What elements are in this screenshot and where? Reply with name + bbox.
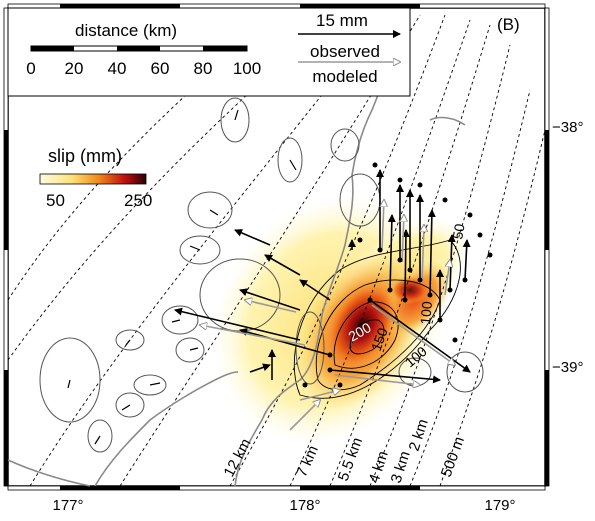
- lon-label-177: 177°: [52, 497, 83, 514]
- scale-tick-60: 60: [151, 59, 170, 78]
- vector-legend-observed: observed: [310, 42, 380, 61]
- slip-label-100-b: 100: [417, 300, 435, 325]
- scale-tick-80: 80: [194, 59, 213, 78]
- lon-label-178: 178°: [289, 497, 320, 514]
- lat-label-39: −39°: [552, 359, 583, 376]
- scale-bar-title: distance (km): [75, 21, 177, 40]
- gps-vectors: [67, 109, 471, 445]
- slip-label-50: 50: [449, 222, 467, 240]
- lat-label-38: −38°: [552, 119, 583, 136]
- scale-tick-100: 100: [233, 59, 261, 78]
- scale-bar: [30, 45, 248, 52]
- colorbar: slip (mm) 50 250: [39, 146, 152, 210]
- colorbar-title: slip (mm): [48, 146, 122, 166]
- scale-tick-40: 40: [108, 59, 127, 78]
- lon-label-179: 179°: [484, 497, 515, 514]
- legend-box: distance (km) 0 20 40 60 80 100 15 mm ob…: [7, 7, 411, 97]
- scale-tick-0: 0: [26, 59, 35, 78]
- colorbar-min: 50: [46, 191, 65, 210]
- slip-label-150: 150: [368, 325, 391, 353]
- vector-legend-magnitude: 15 mm: [316, 11, 368, 30]
- scale-tick-20: 20: [65, 59, 84, 78]
- colorbar-max: 250: [124, 191, 152, 210]
- vector-legend-modeled: modeled: [312, 67, 377, 86]
- vector-legend: 15 mm observed modeled: [298, 11, 401, 86]
- stations: [302, 162, 493, 388]
- panel-label: (B): [497, 15, 520, 34]
